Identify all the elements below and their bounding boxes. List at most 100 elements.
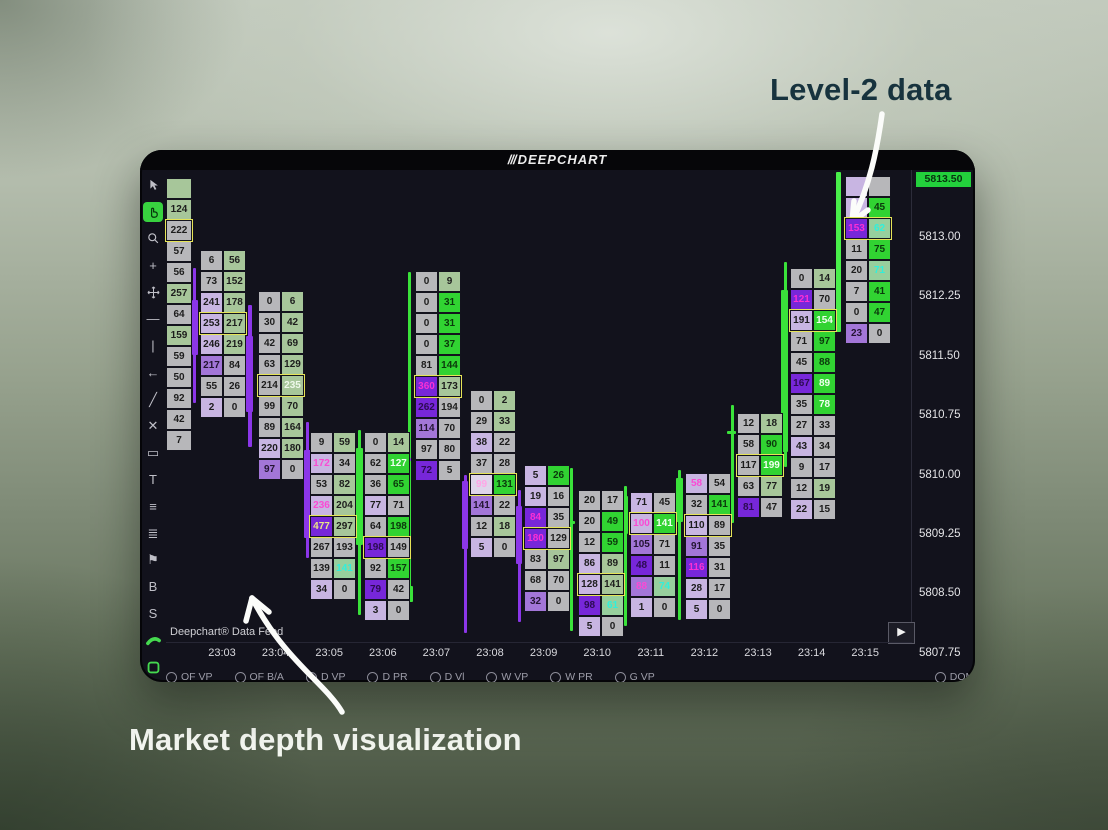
chart-canvas[interactable]: 124 222 57 56 257 64 159 59 50 92 42 7 6 56 73 152 241 17… bbox=[140, 170, 912, 642]
footprint-cell: 0 bbox=[493, 537, 516, 558]
footprint-row-selected: 100 141 bbox=[629, 512, 677, 535]
footprint-cell: 236 bbox=[310, 495, 333, 516]
footprint-cell: 42 bbox=[281, 312, 304, 333]
footprint-cell: 199 bbox=[760, 455, 783, 476]
chart-mode-option[interactable]: D Vl bbox=[429, 671, 464, 682]
footprint-cell: 35 bbox=[547, 507, 570, 528]
volume-delta-bar bbox=[516, 506, 522, 564]
footprint-row-selected: 117 199 bbox=[736, 454, 784, 477]
footprint-row: 27 33 bbox=[790, 415, 836, 436]
footprint-cell: 89 bbox=[258, 417, 281, 438]
footprint-cell: 54 bbox=[708, 473, 731, 494]
time-label: 23:09 bbox=[529, 647, 558, 659]
footprint-row: 63 77 bbox=[737, 476, 783, 497]
footprint-cell: 9 bbox=[790, 457, 813, 478]
footprint-cell: 43 bbox=[790, 436, 813, 457]
zoom-tool[interactable] bbox=[143, 229, 163, 249]
footprint-row: 38 22 bbox=[470, 432, 516, 453]
footprint-cell: 70 bbox=[281, 396, 304, 417]
ray-tool[interactable]: ← bbox=[146, 364, 160, 380]
trend-line-tool[interactable]: ╱ bbox=[149, 391, 157, 407]
crosshair-tool[interactable]: + bbox=[149, 257, 157, 273]
move-tool[interactable] bbox=[143, 283, 163, 303]
footprint-cell: 74 bbox=[653, 576, 676, 597]
footprint-cell: 91 bbox=[685, 536, 708, 557]
footprint-cell: 59 bbox=[333, 432, 356, 453]
chart-mode-option[interactable]: OF B/A bbox=[234, 671, 284, 682]
footprint-column: 71 45 100 141 105 71 48 11 88 74 1 0 bbox=[629, 492, 677, 618]
chart-mode-option[interactable]: D VP bbox=[305, 671, 345, 682]
camera-tool[interactable] bbox=[143, 657, 163, 677]
chart-mode-option[interactable]: W PR bbox=[550, 671, 593, 682]
volume-delta-bar bbox=[464, 475, 467, 633]
footprint-cell: 100 bbox=[630, 513, 653, 534]
pointer-tool[interactable] bbox=[143, 175, 163, 195]
footprint-cell: 71 bbox=[653, 534, 676, 555]
buy-marker-tool[interactable]: B bbox=[148, 579, 158, 595]
footprint-row: 20 71 bbox=[845, 260, 891, 281]
radio-icon bbox=[934, 671, 946, 682]
play-button[interactable]: ▶ bbox=[888, 622, 915, 644]
dom-trading-option[interactable]: DOM Trading bbox=[934, 671, 975, 682]
text-tool[interactable]: T bbox=[149, 471, 157, 487]
footprint-cell: 70 bbox=[438, 418, 461, 439]
footprint-cell: 79 bbox=[364, 579, 387, 600]
footprint-cell: 14 bbox=[387, 432, 410, 453]
footprint-cell: 262 bbox=[415, 397, 438, 418]
footprint-cell: 11 bbox=[845, 239, 868, 260]
footprint-cell: 0 bbox=[653, 597, 676, 618]
footprint-cell: 114 bbox=[415, 418, 438, 439]
horizontal-line-tool[interactable]: — bbox=[146, 311, 160, 327]
footprint-cell: 0 bbox=[333, 579, 356, 600]
flag-tool[interactable]: ⚑ bbox=[147, 552, 159, 568]
grid-lines-tool[interactable]: ≣ bbox=[147, 525, 159, 541]
pan-hand-tool[interactable] bbox=[143, 202, 163, 223]
footprint-cell: 37 bbox=[470, 453, 493, 474]
chart-mode-option[interactable]: W VP bbox=[486, 671, 528, 682]
footprint-cell: 217 bbox=[200, 355, 223, 376]
measure-tool[interactable]: ✕ bbox=[147, 418, 159, 434]
footprint-cell bbox=[166, 178, 192, 199]
sell-marker-tool[interactable]: S bbox=[148, 605, 158, 621]
price-label: 5812.25 bbox=[919, 290, 961, 303]
price-axis[interactable]: 5813.50 5813.00 5812.25 5811.50 5810.75 5810… bbox=[911, 170, 975, 659]
footprint-row: 22 15 bbox=[790, 499, 836, 520]
footprint-column: 6 56 73 152 241 178 253 217 246 219 217 84 55 26 2 0 bbox=[199, 250, 247, 418]
footprint-cell: 32 bbox=[524, 591, 547, 612]
footprint-cell: 56 bbox=[223, 250, 246, 271]
footprint-cell: 5 bbox=[685, 599, 708, 620]
vertical-line-tool[interactable]: | bbox=[151, 338, 155, 354]
footprint-cell: 26 bbox=[223, 376, 246, 397]
footprint-cell: 257 bbox=[166, 283, 192, 304]
footprint-row: 114 70 bbox=[415, 418, 461, 439]
chart-mode-option[interactable]: G VP bbox=[614, 671, 655, 682]
footprint-cell: 38 bbox=[470, 432, 493, 453]
footprint-row: 172 34 bbox=[310, 453, 356, 474]
footprint-row: 7 bbox=[166, 430, 192, 451]
rectangle-tool[interactable]: ▭ bbox=[146, 445, 160, 461]
footprint-row: 56 bbox=[166, 262, 192, 283]
footprint-cell: 97 bbox=[415, 439, 438, 460]
footprint-cell: 48 bbox=[630, 555, 653, 576]
time-label: 23:12 bbox=[690, 647, 719, 659]
footprint-row: 121 70 bbox=[790, 289, 836, 310]
footprint-cell: 139 bbox=[310, 558, 333, 579]
replay-tool[interactable] bbox=[143, 631, 163, 651]
footprint-cell: 6 bbox=[281, 291, 304, 312]
chart-mode-option[interactable]: OF VP bbox=[166, 671, 213, 682]
footprint-cell: 180 bbox=[524, 528, 547, 549]
footprint-row-selected: 128 141 bbox=[577, 573, 625, 596]
time-axis[interactable]: 23:03 23:04 23:05 23:06 23:07 23:08 23:09 23:10… bbox=[166, 642, 912, 665]
footprint-cell: 9 bbox=[310, 432, 333, 453]
footprint-column: 12 18 58 90 117 199 63 77 81 47 bbox=[736, 413, 784, 518]
footprint-row: 48 11 bbox=[630, 555, 676, 576]
chart-mode-option[interactable]: D PR bbox=[367, 671, 408, 682]
footprint-row: 12 59 bbox=[578, 532, 624, 553]
price-label: 5810.75 bbox=[919, 409, 961, 422]
time-label: 23:07 bbox=[422, 647, 451, 659]
footprint-cell: 17 bbox=[813, 457, 836, 478]
footprint-row: 0 14 bbox=[790, 268, 836, 289]
footprint-cell: 360 bbox=[415, 376, 438, 397]
parallel-lines-tool[interactable]: ≡ bbox=[149, 498, 157, 514]
